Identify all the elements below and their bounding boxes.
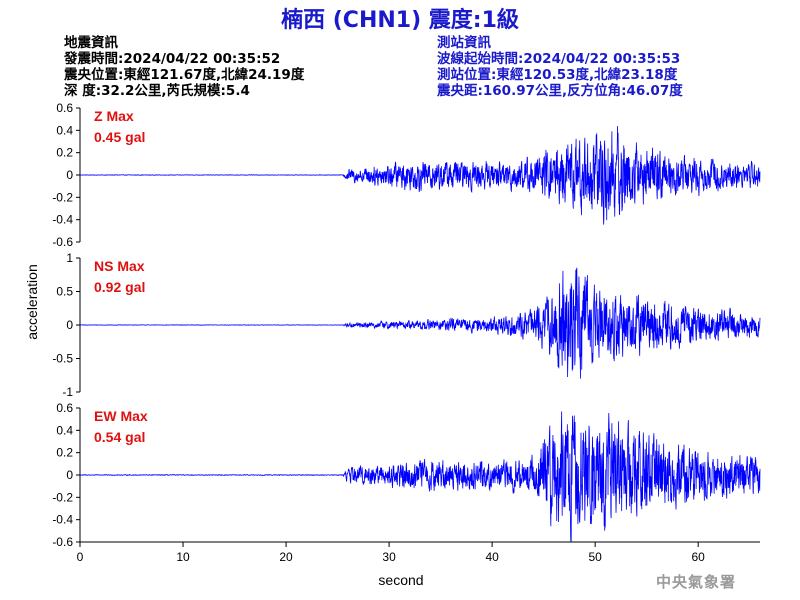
y-tick-label-z: 0: [66, 168, 73, 182]
origin-time: 發震時間:2024/04/22 00:35:52: [64, 51, 281, 67]
y-tick-label-ew: 0.4: [56, 423, 73, 437]
max-value-z: 0.45 gal: [94, 129, 145, 145]
x-tick-label: 40: [485, 550, 499, 564]
y-tick-label-ns: -1: [62, 385, 73, 399]
y-tick-label-ns: -0.5: [52, 352, 73, 366]
max-label-ns: NS Max: [94, 258, 145, 274]
y-tick-label-ew: 0: [66, 468, 73, 482]
earthquake-info: 地震資訊 發震時間:2024/04/22 00:35:52 震央位置:東經121…: [64, 35, 304, 99]
x-tick-label: 60: [692, 550, 706, 564]
depth-magnitude: 深 度:32.2公里,芮氏規模:5.4: [64, 83, 250, 99]
x-tick-label: 30: [382, 550, 396, 564]
y-tick-label-ew: 0.2: [56, 446, 73, 460]
x-tick-label: 10: [176, 550, 190, 564]
y-axis-label: acceleration: [24, 264, 40, 340]
y-tick-label-ns: 1: [66, 251, 73, 265]
max-label-z: Z Max: [94, 108, 134, 124]
y-tick-label-ns: 0.5: [56, 285, 73, 299]
station-location: 測站位置:東經120.53度,北緯23.18度: [437, 67, 678, 83]
epicenter-location: 震央位置:東經121.67度,北緯24.19度: [64, 67, 305, 83]
wave-start-time: 波線起始時間:2024/04/22 00:35:53: [437, 51, 681, 67]
x-tick-label: 50: [588, 550, 602, 564]
earthquake-info-heading: 地震資訊: [64, 35, 118, 51]
y-tick-label-ew: -0.2: [52, 490, 73, 504]
y-tick-label-ew: -0.4: [52, 513, 73, 527]
waveform-z: [79, 126, 761, 225]
cwa-watermark: 中央氣象署: [656, 573, 737, 591]
waveform-ns: [79, 267, 761, 379]
y-tick-label-ns: 0: [66, 318, 73, 332]
y-tick-label-z: 0.2: [56, 146, 73, 160]
chart-title: 楠西 (CHN1) 震度:1級: [281, 8, 519, 33]
y-tick-label-z: -0.2: [52, 190, 73, 204]
epicentral-distance: 震央距:160.97公里,反方位角:46.07度: [437, 83, 683, 99]
y-tick-label-ew: -0.6: [52, 535, 73, 549]
max-label-ew: EW Max: [94, 408, 148, 424]
station-info: 測站資訊 波線起始時間:2024/04/22 00:35:53 測站位置:東經1…: [437, 35, 683, 99]
y-tick-label-z: -0.6: [52, 235, 73, 249]
max-value-ns: 0.92 gal: [94, 279, 145, 295]
waveform-ew: [79, 411, 761, 543]
y-tick-label-z: -0.4: [52, 213, 73, 227]
max-value-ew: 0.54 gal: [94, 429, 145, 445]
x-tick-label: 20: [279, 550, 293, 564]
x-axis-label: second: [378, 572, 423, 588]
y-tick-label-ew: 0.6: [56, 401, 73, 415]
x-tick-label: 0: [77, 550, 84, 564]
y-tick-label-z: 0.6: [56, 101, 73, 115]
station-info-heading: 測站資訊: [437, 35, 491, 51]
y-tick-label-z: 0.4: [56, 123, 73, 137]
